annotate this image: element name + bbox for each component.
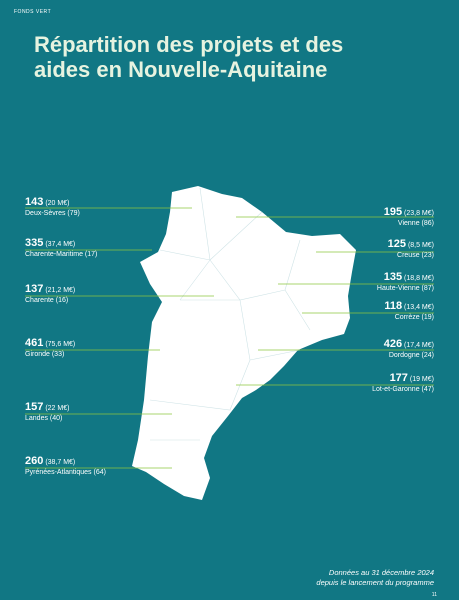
project-count: 135 bbox=[383, 271, 403, 283]
label-line: 118 (13,4 M€) bbox=[384, 301, 434, 313]
label-line: 260 (38,7 M€) bbox=[25, 456, 106, 468]
region-label: 335 (37,4 M€) Charente-Maritime (17) bbox=[25, 238, 97, 260]
department-name: Vienne (86) bbox=[397, 220, 434, 227]
label-line: 125 (8,5 M€) bbox=[388, 239, 434, 251]
region-label: 137 (21,2 M€) Charente (16) bbox=[25, 284, 75, 306]
region-label: 157 (22 M€) Landes (40) bbox=[25, 402, 69, 424]
department-name: Pyrénées-Atlantiques (64) bbox=[25, 469, 106, 476]
department-borders bbox=[149, 187, 311, 441]
department-name: Deux-Sèvres (79) bbox=[25, 210, 80, 217]
department-name: Gironde (33) bbox=[25, 351, 65, 358]
aid-amount: (23,8 M€) bbox=[404, 210, 434, 217]
aid-amount: (37,4 M€) bbox=[45, 241, 76, 248]
aid-amount: (21,2 M€) bbox=[45, 287, 76, 294]
label-line: 177 (19 M€) bbox=[372, 373, 434, 385]
page-number: 11 bbox=[431, 592, 437, 598]
department-name: Landes (40) bbox=[25, 415, 63, 422]
label-line: 195 (23,8 M€) bbox=[384, 207, 434, 219]
label-line: 135 (18,8 M€) bbox=[377, 272, 434, 284]
label-line: 143 (20 M€) bbox=[25, 197, 80, 209]
project-count: 426 bbox=[383, 338, 403, 350]
aid-amount: (75,6 M€) bbox=[45, 341, 76, 348]
project-count: 118 bbox=[384, 300, 403, 312]
department-name: Charente-Maritime (17) bbox=[25, 251, 98, 258]
aid-amount: (22 M€) bbox=[45, 405, 70, 412]
region-label: 426 (17,4 M€) Dordogne (24) bbox=[384, 339, 434, 361]
project-count: 125 bbox=[387, 238, 406, 250]
footnote: Données au 31 décembre 2024 depuis le la… bbox=[316, 568, 434, 588]
department-name: Haute-Vienne (87) bbox=[376, 285, 434, 292]
aid-amount: (17,4 M€) bbox=[404, 342, 434, 349]
department-name: Corrèze (19) bbox=[394, 314, 434, 321]
title-line: Répartition des projets et des bbox=[34, 32, 344, 57]
project-count: 157 bbox=[25, 401, 44, 413]
aid-amount: (19 M€) bbox=[409, 376, 434, 383]
aid-amount: (13,4 M€) bbox=[404, 304, 434, 311]
section-label: FONDS VERT bbox=[14, 9, 52, 15]
project-count: 137 bbox=[25, 283, 44, 295]
department-name: Charente (16) bbox=[25, 297, 69, 304]
region-label: 118 (13,4 M€) Corrèze (19) bbox=[384, 301, 434, 323]
project-count: 195 bbox=[383, 206, 403, 218]
project-count: 143 bbox=[25, 196, 44, 208]
label-line: 461 (75,6 M€) bbox=[25, 338, 75, 350]
department-name: Lot-et-Garonne (47) bbox=[372, 386, 434, 393]
label-line: 157 (22 M€) bbox=[25, 402, 69, 414]
note-line: depuis le lancement du programme bbox=[316, 578, 434, 587]
region-map bbox=[132, 186, 356, 500]
region-label: 461 (75,6 M€) Gironde (33) bbox=[25, 338, 75, 360]
label-line: 137 (21,2 M€) bbox=[25, 284, 75, 296]
note-line: Données au 31 décembre 2024 bbox=[328, 568, 434, 577]
aid-amount: (8,5 M€) bbox=[407, 242, 434, 249]
project-count: 260 bbox=[25, 455, 44, 467]
department-name: Creuse (23) bbox=[397, 252, 434, 259]
region-label: 135 (18,8 M€) Haute-Vienne (87) bbox=[377, 272, 434, 294]
region-label: 125 (8,5 M€) Creuse (23) bbox=[388, 239, 434, 261]
title-line: aides en Nouvelle-Aquitaine bbox=[34, 57, 328, 82]
region-label: 260 (38,7 M€) Pyrénées-Atlantiques (64) bbox=[25, 456, 106, 478]
region-label: 195 (23,8 M€) Vienne (86) bbox=[384, 207, 434, 229]
aid-amount: (20 M€) bbox=[45, 200, 70, 207]
aid-amount: (18,8 M€) bbox=[404, 275, 434, 282]
project-count: 335 bbox=[25, 237, 44, 249]
label-line: 426 (17,4 M€) bbox=[384, 339, 434, 351]
project-count: 177 bbox=[389, 372, 408, 384]
label-line: 335 (37,4 M€) bbox=[25, 238, 97, 250]
project-count: 461 bbox=[25, 337, 44, 349]
department-name: Dordogne (24) bbox=[388, 352, 434, 359]
region-label: 177 (19 M€) Lot-et-Garonne (47) bbox=[372, 373, 434, 395]
title: Répartition des projets et des aides en … bbox=[34, 32, 343, 82]
aid-amount: (38,7 M€) bbox=[45, 459, 76, 466]
region-label: 143 (20 M€) Deux-Sèvres (79) bbox=[25, 197, 80, 219]
